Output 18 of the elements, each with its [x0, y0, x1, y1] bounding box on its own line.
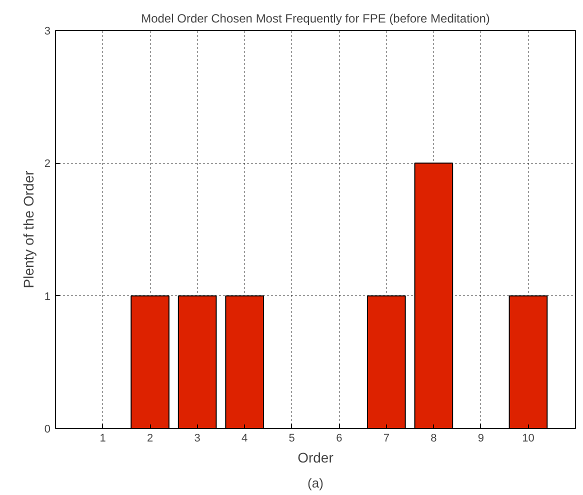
x-tick-label: 3	[194, 432, 200, 444]
text: (a)	[308, 476, 324, 490]
y-tick-label: 3	[44, 26, 51, 38]
y-tick-label: 1	[44, 290, 51, 303]
x-tick-label: 8	[430, 432, 437, 444]
x-tick-label: 2	[146, 432, 154, 444]
y-tick-label: 0	[44, 424, 51, 436]
x-tick-label: 4	[242, 432, 248, 444]
x-tick-label: 6	[336, 432, 342, 444]
chart-title: Model Order Chosen Most Frequently for FPE (before Meditation)	[141, 12, 490, 26]
y-tick-label: 2	[44, 158, 51, 170]
y-axis-title: Plenty of the Order	[20, 170, 36, 288]
x-tick-label: 1	[100, 432, 106, 444]
x-axis-title: Order	[298, 450, 334, 466]
x-tick-label: 9	[478, 432, 484, 444]
x-tick-label: 10	[522, 432, 534, 444]
x-tick-label: 7	[383, 432, 390, 444]
x-tick-label: 5	[288, 432, 295, 444]
